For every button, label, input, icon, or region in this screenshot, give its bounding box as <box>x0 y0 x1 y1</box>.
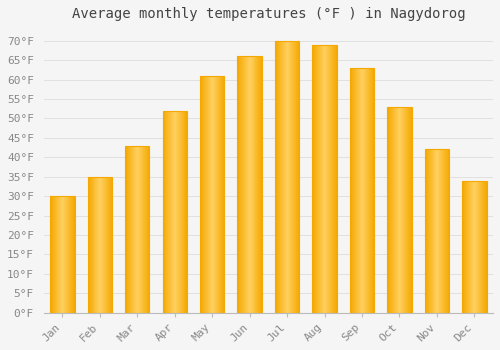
Bar <box>462 181 486 313</box>
Bar <box>162 111 187 313</box>
Bar <box>125 146 150 313</box>
Bar <box>312 44 336 313</box>
Bar <box>350 68 374 313</box>
Title: Average monthly temperatures (°F ) in Nagydorog: Average monthly temperatures (°F ) in Na… <box>72 7 465 21</box>
Bar <box>50 196 74 313</box>
Bar <box>88 177 112 313</box>
Bar <box>388 107 411 313</box>
Bar <box>238 56 262 313</box>
Bar <box>424 149 449 313</box>
Bar <box>275 41 299 313</box>
Bar <box>200 76 224 313</box>
